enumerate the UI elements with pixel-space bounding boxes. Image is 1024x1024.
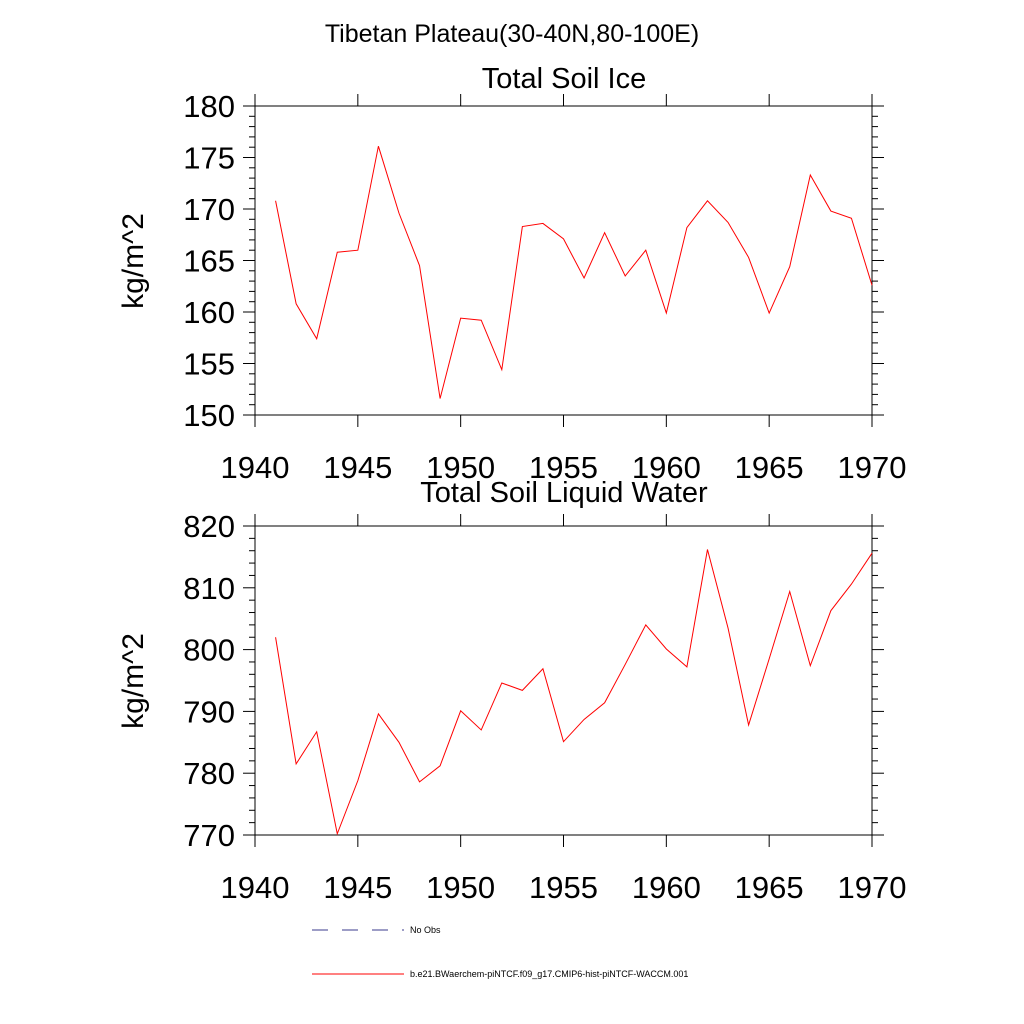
x-tick-label: 1950 [426,450,495,485]
y-tick-label: 780 [183,756,235,791]
legend-label-no-obs: No Obs [410,925,441,935]
x-tick-label: 1970 [838,450,907,485]
x-tick-label: 1960 [632,450,701,485]
plot-frame [254,525,873,836]
panel-total-soil-liquid-water: Total Soil Liquid Water kg/m^2 1940 1945 1… [117,477,906,905]
y-tick-label: 150 [183,398,235,433]
series-line-0 [275,549,873,836]
x-tick-label: 1945 [323,450,392,485]
x-tick-label: 1940 [221,870,290,905]
y-tick-label: 170 [183,192,235,227]
x-tick-label: 1955 [529,450,598,485]
y-tick-label: 790 [183,694,235,729]
x-tick-label: 1955 [529,870,598,905]
x-tick-label: 1970 [838,870,907,905]
legend-label-model-run: b.e21.BWaerchem-piNTCF.f09_g17.CMIP6-his… [410,969,688,979]
y-axis-label: kg/m^2 [117,213,150,309]
y-tick-label: 180 [183,89,235,124]
y-tick-label: 175 [183,141,235,176]
y-tick-label: 160 [183,295,235,330]
panel-title: Total Soil Liquid Water [420,477,708,509]
y-tick-label: 800 [183,633,235,668]
legend: No Obs b.e21.BWaerchem-piNTCF.f09_g17.CM… [312,925,688,979]
x-tick-label: 1940 [221,450,290,485]
y-axis-label: kg/m^2 [117,633,150,729]
y-tick-label: 155 [183,347,235,382]
x-tick-label: 1965 [735,870,804,905]
y-tick-label: 820 [183,509,235,544]
plot-frame [254,105,873,416]
x-tick-label: 1965 [735,450,804,485]
y-tick-label: 810 [183,571,235,606]
y-tick-label: 165 [183,244,235,279]
y-tick-label: 770 [183,818,235,853]
series-line-0 [275,146,873,399]
panel-title: Total Soil Ice [482,63,646,95]
panel-total-soil-ice: Total Soil Ice kg/m^2 1940 1945 1950 1955 19… [117,63,906,485]
x-tick-label: 1945 [323,870,392,905]
figure-title: Tibetan Plateau(30-40N,80-100E) [325,20,699,48]
x-tick-label: 1950 [426,870,495,905]
x-tick-label: 1960 [632,870,701,905]
